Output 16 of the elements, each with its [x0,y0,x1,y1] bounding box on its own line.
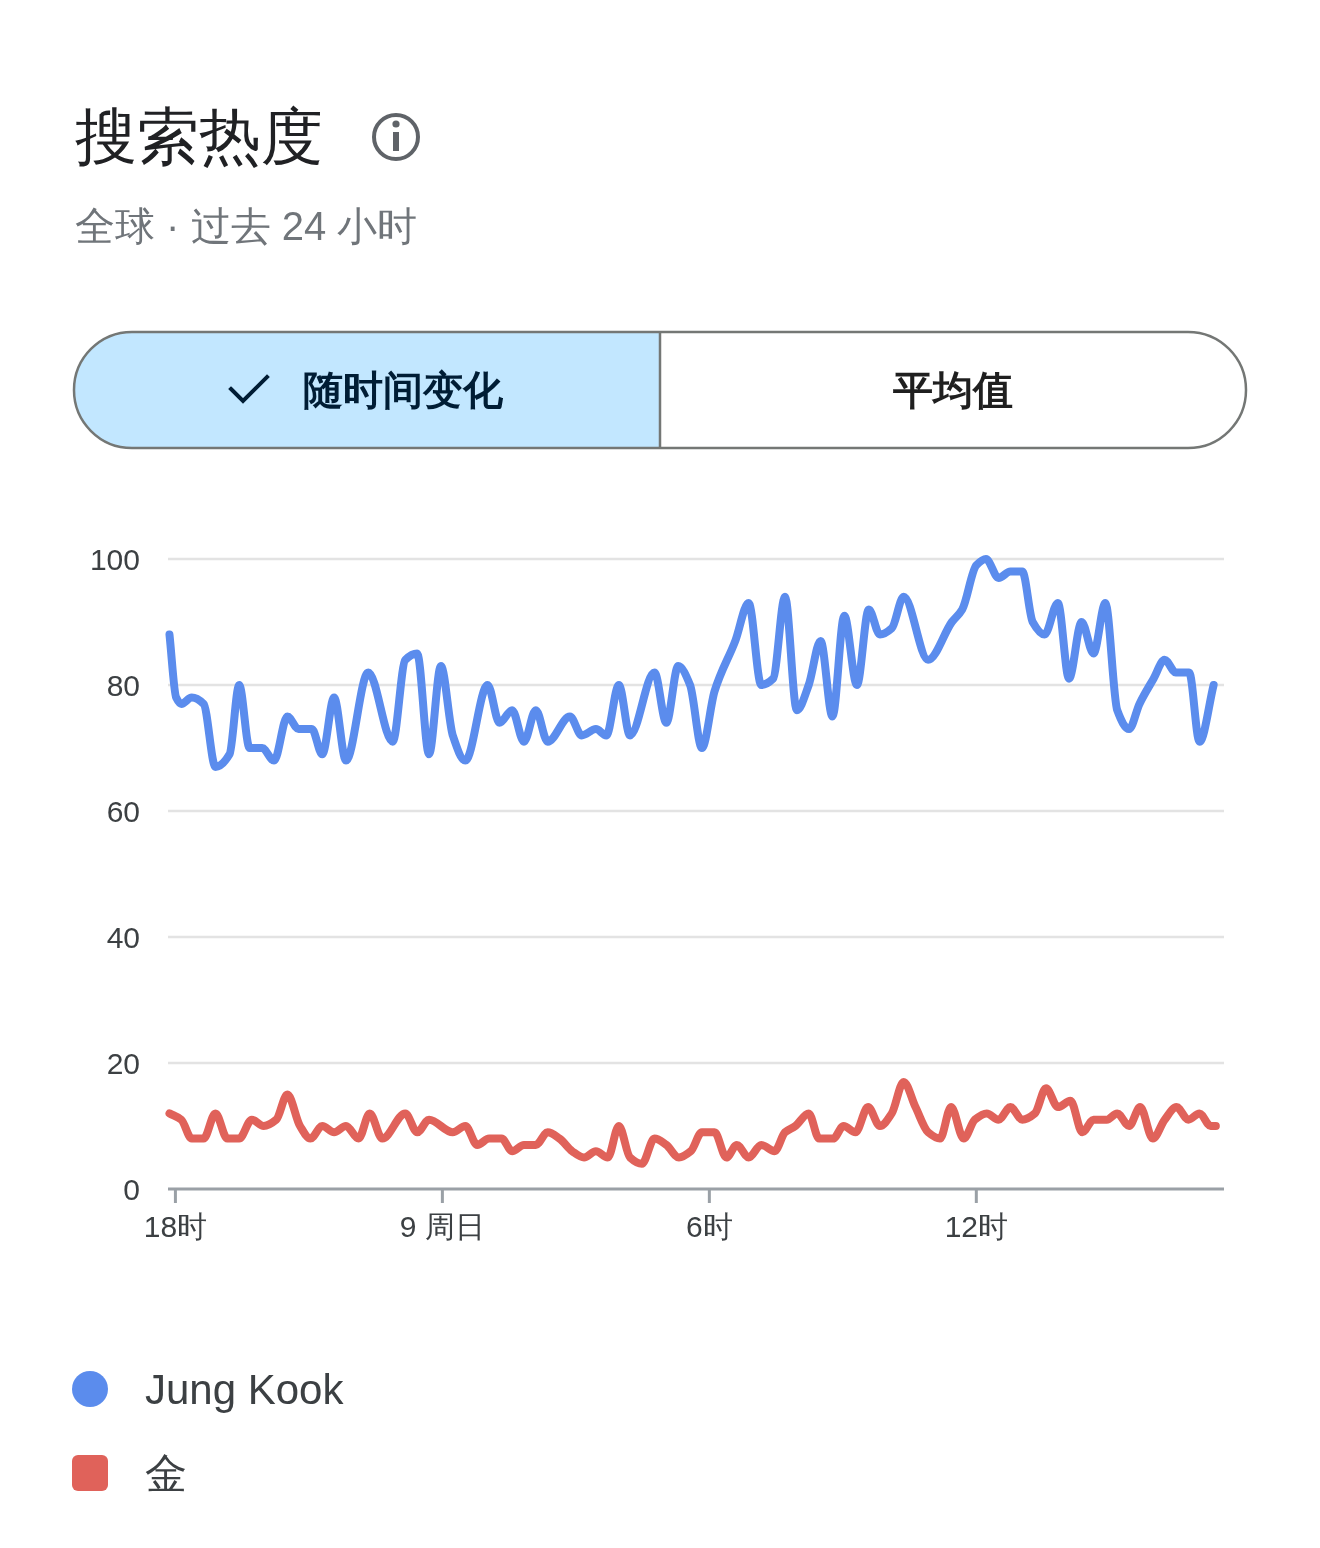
legend-label: Jung Kook [145,1366,344,1413]
toggle-option: 平均值 [893,368,1013,412]
x-tick-label: 12时 [944,1210,1008,1243]
y-tick-label: 60 [106,795,140,828]
y-tick-label: 40 [106,921,140,954]
legend-label: 金 [145,1450,187,1497]
x-tick-label: 9 周日 [399,1210,485,1243]
x-tick-label: 18时 [143,1210,208,1243]
chart-subtitle: 全球 · 过去 24 小时 [75,204,418,248]
y-tick-label: 100 [89,543,140,576]
chart-title: 搜索热度 [75,102,323,171]
y-tick-label: 20 [106,1047,140,1080]
x-tick-label: 6时 [686,1210,733,1243]
y-tick-label: 80 [106,669,140,702]
y-tick-label: 0 [123,1173,140,1206]
toggle-option: 随时间变化 [303,368,503,412]
